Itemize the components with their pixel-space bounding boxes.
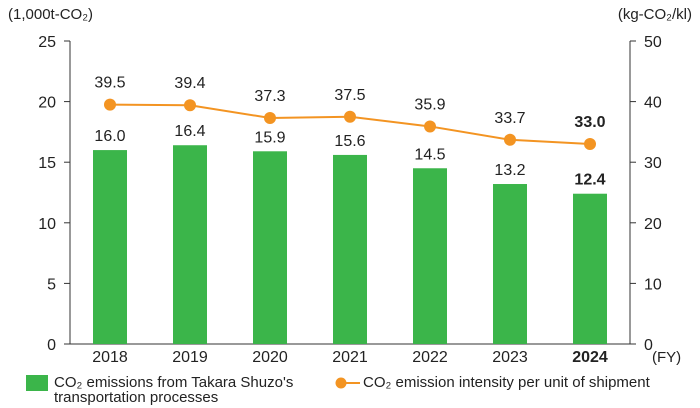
legend-bar-label: CO₂ emissions from Takara Shuzo's transp… [54, 375, 293, 405]
x-tick-label: 2022 [412, 349, 448, 366]
line-value-label: 37.3 [254, 88, 285, 105]
left-tick-label: 25 [38, 34, 56, 51]
x-tick-label: 2021 [332, 349, 368, 366]
legend-line-swatch [335, 377, 360, 389]
line-point [104, 98, 116, 111]
legend-line-label: CO₂ emission intensity per unit of shipm… [363, 374, 650, 391]
left-tick-label: 20 [38, 95, 56, 112]
bar-value-label: 15.6 [334, 133, 365, 150]
x-unit-label: (FY) [652, 349, 681, 366]
chart: (1,000t-CO₂) (kg-CO₂/kl) (FY) 0 5 10 15 20 25… [8, 6, 692, 366]
x-tick-label: 2020 [252, 349, 288, 366]
left-axis-label: (1,000t-CO₂) [8, 6, 93, 23]
bar-value-label: 13.2 [494, 162, 525, 179]
legend-bar-label-line1: CO₂ emissions from Takara Shuzo's [54, 374, 294, 391]
line-value-label: 33.0 [574, 114, 605, 131]
bar-value-label: 14.5 [414, 146, 445, 163]
line-value-label: 37.5 [334, 87, 365, 104]
bar [93, 150, 127, 344]
line-value-label: 35.9 [414, 96, 445, 113]
line-point [504, 133, 516, 146]
right-tick-label: 0 [644, 337, 653, 354]
line-point [584, 138, 596, 151]
right-tick-label: 40 [644, 95, 662, 112]
legend-bar-label-line2: transportation processes [54, 389, 219, 406]
bar [173, 145, 207, 344]
legend-bar-swatch [26, 375, 48, 391]
bar [493, 184, 527, 344]
line-value-label: 39.5 [94, 75, 125, 92]
bar-value-label: 12.4 [574, 172, 605, 189]
left-tick-label: 5 [47, 276, 56, 293]
bar-value-label: 16.0 [94, 128, 125, 145]
right-axis-label: (kg-CO₂/kl) [618, 6, 692, 23]
right-tick-label: 50 [644, 34, 662, 51]
right-tick-label: 20 [644, 216, 662, 233]
bar [333, 154, 367, 344]
bar [573, 193, 607, 344]
x-tick-label: 2019 [172, 349, 208, 366]
x-tick-label: 2023 [492, 349, 528, 366]
line-point [344, 110, 356, 123]
x-tick-label: 2018 [92, 349, 128, 366]
line-value-label: 33.7 [494, 110, 525, 127]
bar [253, 151, 287, 344]
line-point [424, 120, 436, 133]
line-point [264, 111, 276, 124]
bar-value-label: 16.4 [174, 123, 205, 140]
x-tick-label: 2024 [572, 349, 608, 366]
right-tick-label: 10 [644, 276, 662, 293]
right-tick-label: 30 [644, 155, 662, 172]
line-value-label: 39.4 [174, 75, 205, 92]
left-tick-label: 0 [47, 337, 56, 354]
bar [413, 168, 447, 344]
left-tick-label: 10 [38, 216, 56, 233]
left-tick-label: 15 [38, 155, 56, 172]
bar-value-label: 15.9 [254, 129, 285, 146]
line-point [184, 99, 196, 112]
